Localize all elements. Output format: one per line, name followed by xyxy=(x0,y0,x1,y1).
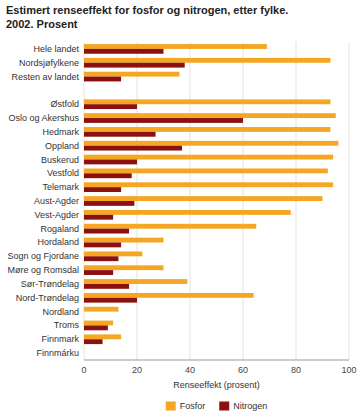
category-label: Sør-Trøndelag xyxy=(21,279,79,289)
bar xyxy=(84,224,256,229)
x-tick-label: 80 xyxy=(291,365,301,375)
x-tick-label: 100 xyxy=(341,365,356,375)
bar xyxy=(84,325,108,330)
category-label: Vest-Agder xyxy=(34,210,79,220)
category-label: Østfold xyxy=(50,99,79,109)
category-label: Rogaland xyxy=(40,224,79,234)
title: Estimert renseeffekt for fosfor og nitro… xyxy=(6,4,288,30)
category-label: Hedmark xyxy=(42,127,79,137)
legend-swatch xyxy=(166,402,176,411)
bar xyxy=(84,196,323,201)
bar xyxy=(84,251,142,256)
legend: Fosfor Nitrogen xyxy=(166,401,268,411)
title-line: Estimert renseeffekt for fosfor og nitro… xyxy=(6,4,288,16)
category-label: Buskerud xyxy=(41,155,79,165)
bar xyxy=(84,201,134,206)
category-label: Vestfold xyxy=(47,168,79,178)
x-axis-label: Renseeffekt (prosent) xyxy=(173,380,259,390)
bar xyxy=(84,127,330,132)
bar xyxy=(84,215,113,220)
bars xyxy=(84,44,338,344)
bar xyxy=(84,113,336,118)
category-label: Nordsjøfylkene xyxy=(19,58,79,68)
bar xyxy=(84,63,185,68)
category-label: Resten av landet xyxy=(11,72,79,82)
x-tick-label: 60 xyxy=(238,365,248,375)
bar xyxy=(84,242,121,247)
bar xyxy=(84,99,330,104)
category-label: Finnmark xyxy=(41,334,79,344)
bar xyxy=(84,155,333,160)
bar xyxy=(84,58,330,63)
grid xyxy=(84,42,349,360)
x-ticks: 0 20 40 60 80 100 xyxy=(81,365,356,375)
category-label: Oslo og Akershus xyxy=(8,113,79,123)
chart: Estimert renseeffekt for fosfor og nitro… xyxy=(0,0,363,416)
category-label: Finnmárku xyxy=(36,348,79,358)
category-label: Telemark xyxy=(42,182,79,192)
x-axis-line xyxy=(84,360,349,361)
x-tick-label: 20 xyxy=(132,365,142,375)
bar xyxy=(84,90,85,95)
bar xyxy=(84,229,129,234)
category-label: Sogn og Fjordane xyxy=(7,251,79,261)
legend-label: Fosfor xyxy=(180,401,206,411)
bar xyxy=(84,182,333,187)
bar xyxy=(84,44,267,49)
bar xyxy=(84,210,291,215)
bar xyxy=(84,348,85,353)
bar xyxy=(84,104,137,109)
bar xyxy=(84,77,121,82)
bar xyxy=(84,49,164,54)
x-tick-label: 40 xyxy=(185,365,195,375)
grid-line xyxy=(349,42,350,360)
bar xyxy=(84,146,182,151)
bar xyxy=(84,169,328,174)
category-label: Oppland xyxy=(45,141,79,151)
category-label: Hordaland xyxy=(37,237,79,247)
bar xyxy=(84,160,137,165)
category-label: Troms xyxy=(54,320,80,330)
category-label: Aust-Agder xyxy=(34,196,79,206)
x-tick-label: 0 xyxy=(81,365,86,375)
category-label: Nordland xyxy=(42,307,79,317)
legend-swatch xyxy=(219,402,229,411)
bar xyxy=(84,293,254,298)
bar xyxy=(84,270,113,275)
bar xyxy=(84,141,338,146)
bar xyxy=(84,353,85,358)
bar xyxy=(84,339,103,344)
category-label: Møre og Romsdal xyxy=(7,265,79,275)
bar xyxy=(84,118,243,123)
bar xyxy=(84,334,121,339)
bar xyxy=(84,307,118,312)
bar xyxy=(84,72,179,77)
bar xyxy=(84,256,118,261)
bar xyxy=(84,312,85,317)
bar xyxy=(84,238,164,243)
bar xyxy=(84,321,113,326)
bar xyxy=(84,279,187,284)
bar xyxy=(84,173,132,178)
bar xyxy=(84,132,156,137)
bar xyxy=(84,298,137,303)
title-line: 2002. Prosent xyxy=(6,18,78,30)
bar xyxy=(84,86,85,91)
category-label: Hele landet xyxy=(33,44,79,54)
legend-label: Nitrogen xyxy=(233,401,267,411)
category-label: Nord-Trøndelag xyxy=(16,293,79,303)
bar xyxy=(84,284,129,289)
bar xyxy=(84,187,121,192)
bar xyxy=(84,265,164,270)
